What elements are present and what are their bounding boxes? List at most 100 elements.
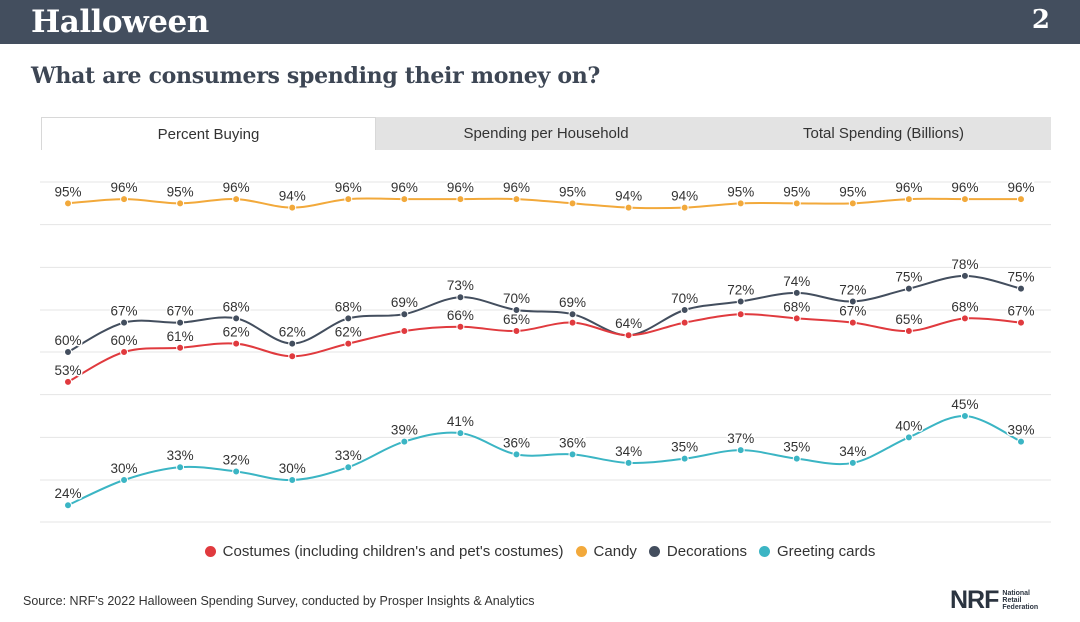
tab-spending-per-household[interactable]: Spending per Household xyxy=(463,125,629,142)
data-label-costumes: 60% xyxy=(111,333,138,348)
data-label-greeting: 33% xyxy=(167,448,194,463)
data-label-greeting: 36% xyxy=(503,435,530,450)
data-point-greeting xyxy=(624,458,633,467)
data-point-decorations xyxy=(288,339,297,348)
data-label-decorations: 75% xyxy=(895,270,922,285)
logo-mark: NRF xyxy=(950,586,999,614)
data-point-candy xyxy=(792,199,801,208)
data-point-greeting xyxy=(64,501,72,510)
legend-dot-icon xyxy=(204,546,216,557)
data-label-candy: 95% xyxy=(559,184,586,199)
data-point-candy xyxy=(288,203,297,212)
data-point-candy xyxy=(568,199,577,208)
legend-item-candy[interactable]: Candy xyxy=(575,543,637,560)
data-label-decorations: 78% xyxy=(951,257,978,272)
legend-label: Greeting cards xyxy=(776,543,876,560)
series-line-candy xyxy=(67,197,1021,210)
data-label-greeting: 35% xyxy=(783,440,810,455)
data-point-costumes xyxy=(120,348,129,356)
data-label-candy: 95% xyxy=(54,184,81,199)
data-point-decorations xyxy=(792,288,801,297)
data-label-decorations: 64% xyxy=(615,316,642,331)
data-point-costumes xyxy=(1017,318,1025,327)
data-label-costumes: 66% xyxy=(447,308,474,323)
data-point-decorations xyxy=(232,314,241,323)
data-point-candy xyxy=(456,195,465,204)
data-point-greeting xyxy=(848,458,857,467)
data-label-candy: 94% xyxy=(279,189,306,204)
data-label-greeting: 37% xyxy=(727,431,754,446)
data-label-decorations: 73% xyxy=(447,278,474,293)
legend-item-costumes[interactable]: Costumes (including children's and pet's… xyxy=(204,543,564,560)
logo-subtext: National Retail Federation xyxy=(1002,590,1039,611)
data-label-costumes: 68% xyxy=(951,299,978,314)
legend-dot-icon xyxy=(575,546,587,557)
data-label-decorations: 70% xyxy=(671,291,698,306)
data-point-decorations xyxy=(736,297,745,306)
data-label-candy: 94% xyxy=(615,189,642,204)
data-label-candy: 95% xyxy=(783,184,810,199)
data-point-greeting xyxy=(1017,437,1025,446)
data-label-greeting: 33% xyxy=(335,448,362,463)
data-point-costumes xyxy=(456,322,465,331)
data-label-candy: 95% xyxy=(167,184,194,199)
data-point-greeting xyxy=(344,463,353,472)
tab-bar: Percent Buying Spending per Household To… xyxy=(41,117,1051,150)
data-point-candy xyxy=(848,199,857,208)
data-point-costumes xyxy=(288,352,297,361)
data-label-candy: 96% xyxy=(895,180,922,195)
data-point-costumes xyxy=(568,318,577,327)
tab-percent-buying[interactable]: Percent Buying xyxy=(41,117,376,150)
data-label-decorations: 68% xyxy=(335,299,362,314)
data-point-decorations xyxy=(1017,284,1025,293)
data-point-decorations xyxy=(960,271,969,280)
data-label-greeting: 40% xyxy=(895,418,922,433)
data-point-greeting xyxy=(512,450,521,459)
data-point-greeting xyxy=(680,454,689,463)
data-label-candy: 96% xyxy=(111,180,138,195)
data-label-greeting: 45% xyxy=(951,397,978,412)
data-point-decorations xyxy=(512,306,521,314)
data-point-greeting xyxy=(792,454,801,463)
data-point-candy xyxy=(64,199,72,208)
data-point-candy xyxy=(512,195,521,204)
data-point-greeting xyxy=(176,463,185,472)
data-label-costumes: 67% xyxy=(839,304,866,319)
header-bar: Halloween 2 xyxy=(0,0,1080,44)
page-number: 2 xyxy=(1031,5,1050,35)
legend-item-greeting-cards[interactable]: Greeting cards xyxy=(758,543,876,560)
data-label-candy: 96% xyxy=(447,180,474,195)
tab-total-spending[interactable]: Total Spending (Billions) xyxy=(803,125,964,142)
data-point-decorations xyxy=(176,318,185,327)
data-label-costumes: 62% xyxy=(335,325,362,340)
data-point-greeting xyxy=(960,412,969,420)
data-label-decorations: 67% xyxy=(167,304,194,319)
data-point-decorations xyxy=(64,348,72,356)
nrf-logo: NRF National Retail Federation xyxy=(950,586,1038,615)
data-point-decorations xyxy=(344,314,353,323)
chart-legend: Costumes (including children's and pet's… xyxy=(0,543,1080,560)
data-label-decorations: 69% xyxy=(391,295,418,310)
data-point-greeting xyxy=(456,429,465,438)
data-label-decorations: 68% xyxy=(223,299,250,314)
data-point-candy xyxy=(1017,195,1025,204)
data-label-costumes: 62% xyxy=(223,325,250,340)
legend-item-decorations[interactable]: Decorations xyxy=(648,543,747,560)
data-label-greeting: 41% xyxy=(447,414,474,429)
data-label-greeting: 35% xyxy=(671,440,698,455)
data-label-candy: 96% xyxy=(223,180,250,195)
data-label-costumes: 65% xyxy=(503,312,530,327)
data-label-costumes: 68% xyxy=(783,299,810,314)
data-point-candy xyxy=(736,199,745,208)
data-point-costumes xyxy=(64,377,72,386)
data-label-candy: 95% xyxy=(727,184,754,199)
data-point-candy xyxy=(232,195,241,204)
data-label-greeting: 32% xyxy=(223,452,250,467)
data-point-costumes xyxy=(680,318,689,327)
data-label-greeting: 34% xyxy=(615,444,642,459)
data-point-greeting xyxy=(736,446,745,455)
data-point-candy xyxy=(904,195,913,204)
series-line-greeting xyxy=(67,414,1022,507)
data-point-greeting xyxy=(120,476,129,484)
data-point-greeting xyxy=(288,476,297,484)
